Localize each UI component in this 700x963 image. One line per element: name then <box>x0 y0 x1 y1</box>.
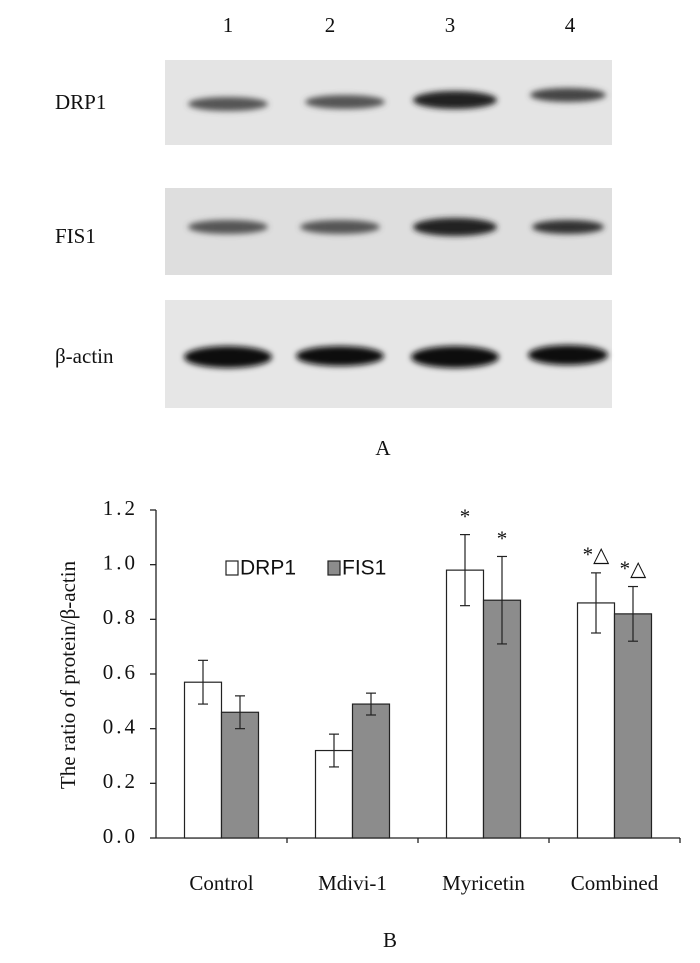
band <box>528 345 608 365</box>
significance-marker: *△ <box>620 556 648 580</box>
bands <box>184 88 608 368</box>
band <box>296 346 384 366</box>
legend-label: FIS1 <box>342 557 386 580</box>
lane-label: 1 <box>223 13 234 37</box>
legend-label: DRP1 <box>240 557 296 580</box>
panel-label: B <box>383 928 397 952</box>
row-label: FIS1 <box>55 224 96 248</box>
panel-label: A <box>375 436 391 460</box>
band <box>530 88 606 102</box>
row-label: DRP1 <box>55 90 106 114</box>
bar <box>613 613 653 839</box>
band <box>188 220 268 234</box>
y-tick-label: 0.4 <box>103 714 138 738</box>
band <box>413 91 497 109</box>
y-tick-label: 1.2 <box>103 496 138 520</box>
legend-swatch <box>327 560 341 576</box>
band <box>188 97 268 111</box>
bar <box>576 602 616 839</box>
y-tick-label: 1.0 <box>103 550 138 574</box>
lane-label: 4 <box>565 13 576 37</box>
bar <box>220 711 260 839</box>
band <box>300 220 380 234</box>
bar <box>351 703 391 839</box>
significance-marker: * <box>460 504 471 528</box>
band <box>532 220 604 234</box>
significance-marker: *△ <box>583 543 611 567</box>
x-tick-label: Mdivi-1 <box>318 871 387 895</box>
x-tick-label: Myricetin <box>442 871 525 895</box>
western-blot: 1 2 3 4 DRP1 FIS1 β-actin A <box>55 13 612 460</box>
y-tick-label: 0.6 <box>103 660 138 684</box>
lane-label: 3 <box>445 13 456 37</box>
band <box>413 218 497 236</box>
y-tick-label: 0.2 <box>103 769 138 793</box>
band <box>305 95 385 109</box>
row-label: β-actin <box>55 344 114 368</box>
y-axis-title: The ratio of protein/β-actin <box>56 560 80 789</box>
legend-swatch <box>225 560 239 576</box>
band <box>184 346 272 368</box>
bar <box>183 681 223 839</box>
significance-marker: * <box>497 526 508 550</box>
x-tick-label: Control <box>189 871 253 895</box>
band <box>411 346 499 368</box>
y-tick-label: 0.8 <box>103 605 138 629</box>
lane-label: 2 <box>325 13 336 37</box>
y-tick-label: 0.0 <box>103 824 138 848</box>
bar <box>445 569 485 839</box>
x-tick-label: Combined <box>571 871 659 895</box>
